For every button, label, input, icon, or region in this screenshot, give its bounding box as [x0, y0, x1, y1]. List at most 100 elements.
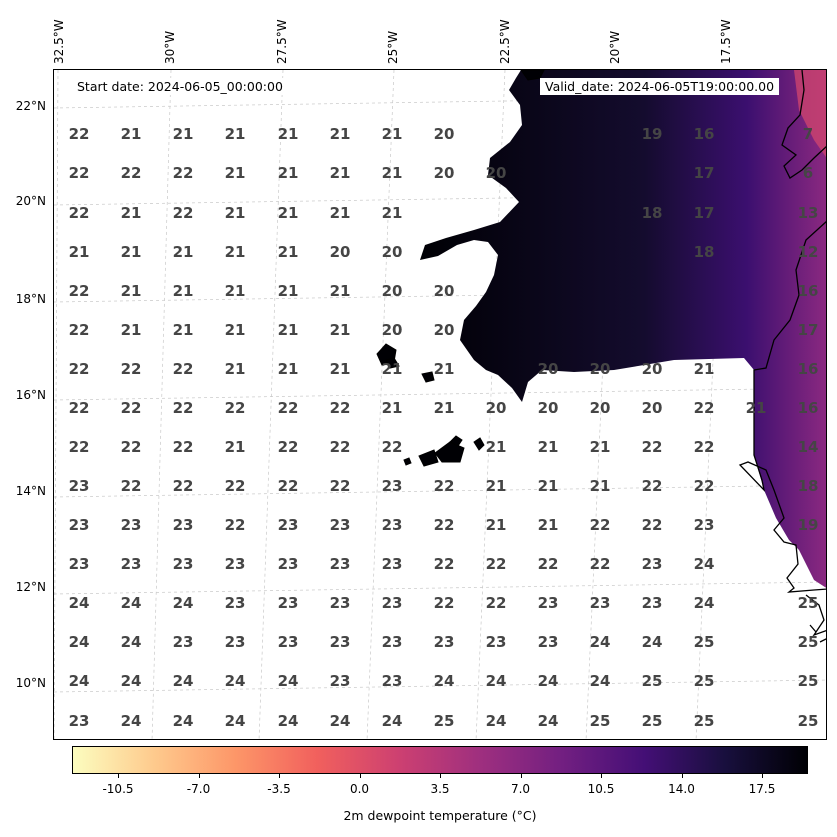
grid-value: 21	[278, 282, 299, 300]
grid-value: 21	[121, 125, 142, 143]
grid-value: 23	[538, 594, 559, 612]
grid-value: 24	[121, 633, 142, 651]
grid-value: 21	[173, 282, 194, 300]
grid-value: 22	[434, 516, 455, 534]
grid-value: 24	[278, 712, 299, 730]
grid-value: 21	[434, 399, 455, 417]
grid-value: 25	[642, 712, 663, 730]
grid-value: 22	[121, 477, 142, 495]
grid-value: 22	[694, 399, 715, 417]
latitude-label: 18°N	[15, 292, 46, 306]
grid-value: 21	[225, 321, 246, 339]
island-8	[403, 457, 412, 466]
grid-value: 22	[173, 204, 194, 222]
colorbar-tick-mark	[279, 773, 280, 778]
island-6	[473, 437, 485, 451]
grid-value: 21	[121, 321, 142, 339]
grid-value: 23	[121, 555, 142, 573]
grid-value: 24	[642, 633, 663, 651]
grid-value: 20	[382, 321, 403, 339]
grid-value: 23	[278, 516, 299, 534]
grid-value: 22	[225, 516, 246, 534]
islands	[376, 70, 545, 467]
grid-value: 20	[590, 360, 611, 378]
island-3	[421, 371, 435, 383]
grid-value: 16	[798, 282, 819, 300]
grid-value: 21	[434, 360, 455, 378]
grid-value: 20	[538, 360, 559, 378]
grid-value: 16	[798, 399, 819, 417]
grid-value: 21	[382, 125, 403, 143]
colorbar-tick-label: -10.5	[102, 782, 134, 796]
grid-value: 23	[434, 633, 455, 651]
grid-value: 18	[642, 204, 663, 222]
dewpoint-field-hot	[794, 70, 826, 158]
colorbar-tick-mark	[118, 773, 119, 778]
grid-value: 22	[173, 438, 194, 456]
start-date-label: Start date: 2024-06-05_00:00:00	[72, 78, 288, 95]
grid-value: 21	[330, 125, 351, 143]
grid-value: 22	[69, 399, 90, 417]
grid-value: 22	[69, 204, 90, 222]
grid-value: 24	[694, 594, 715, 612]
grid-value: 20	[642, 360, 663, 378]
grid-value: 22	[121, 438, 142, 456]
grid-value: 23	[382, 594, 403, 612]
longitude-label: 22.5°W	[498, 19, 512, 64]
grid-value: 23	[330, 633, 351, 651]
island-2	[385, 357, 400, 369]
grid-value: 21	[278, 125, 299, 143]
grid-value: 25	[694, 712, 715, 730]
grid-value: 22	[225, 477, 246, 495]
grid-value: 22	[486, 594, 507, 612]
grid-value: 22	[69, 360, 90, 378]
colorbar-tick-label: -7.0	[186, 782, 211, 796]
grid-value: 23	[69, 712, 90, 730]
grid-value: 21	[278, 164, 299, 182]
grid-value: 21	[486, 516, 507, 534]
colorbar-tick-mark	[601, 773, 602, 778]
colorbar-tick-label: 10.5	[587, 782, 615, 796]
grid-value: 21	[694, 360, 715, 378]
grid-value: 20	[382, 243, 403, 261]
grid-value: 21	[382, 399, 403, 417]
grid-value: 24	[225, 672, 246, 690]
grid-value: 23	[694, 516, 715, 534]
grid-value: 21	[330, 282, 351, 300]
grid-value: 20	[382, 282, 403, 300]
grid-value: 22	[121, 164, 142, 182]
grid-value: 22	[225, 399, 246, 417]
grid-value: 21	[278, 204, 299, 222]
island-4	[434, 441, 465, 463]
grid-value: 21	[538, 438, 559, 456]
grid-value: 21	[382, 204, 403, 222]
grid-value: 23	[642, 555, 663, 573]
grid-value: 23	[173, 516, 194, 534]
longitude-label: 32.5°W	[52, 19, 66, 64]
grid-value: 23	[382, 555, 403, 573]
grid-value: 20	[486, 164, 507, 182]
grid-value: 25	[642, 672, 663, 690]
grid-value: 6	[803, 164, 813, 182]
grid-value: 23	[590, 594, 611, 612]
colorbar-tick-mark	[440, 773, 441, 778]
grid-value: 21	[590, 477, 611, 495]
grid-value: 21	[173, 243, 194, 261]
grid-value: 20	[590, 399, 611, 417]
grid-value: 23	[278, 594, 299, 612]
longitude-label: 20°W	[608, 30, 622, 64]
grid-value: 24	[590, 672, 611, 690]
grid-value: 12	[798, 243, 819, 261]
grid-value: 22	[434, 594, 455, 612]
grid-value: 18	[694, 243, 715, 261]
grid-value: 22	[278, 399, 299, 417]
grid-value: 25	[798, 633, 819, 651]
colorbar-tick-mark	[762, 773, 763, 778]
grid-value: 17	[694, 164, 715, 182]
colorbar-tick-label: 14.0	[668, 782, 695, 796]
grid-value: 20	[434, 321, 455, 339]
grid-value: 25	[694, 672, 715, 690]
grid-value: 21	[330, 164, 351, 182]
coastline	[738, 70, 826, 643]
grid-value: 21	[382, 164, 403, 182]
